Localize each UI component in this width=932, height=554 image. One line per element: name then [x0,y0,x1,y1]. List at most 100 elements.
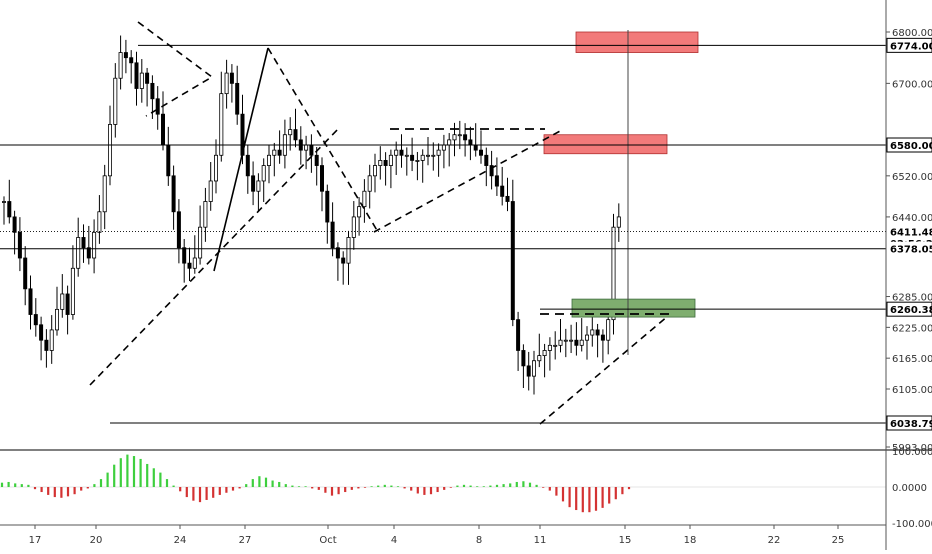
candle-body [176,211,181,249]
candle-body [145,72,150,84]
candle-body [547,344,552,351]
supply-zone[interactable] [575,31,699,53]
triangle-drawing-1[interactable] [137,21,214,117]
candle-body [150,82,155,100]
candle-body [319,165,324,192]
osc-tick-label: -100.0000 [892,519,932,530]
price-tick-label: 6225.00 [892,323,932,334]
candle-body [12,216,17,233]
candle-body [198,226,203,259]
candle-body [447,139,452,146]
candle-body [49,329,54,351]
candle-body [478,149,483,156]
price-label-box [886,37,932,53]
candle-body [616,216,621,228]
trendline-5[interactable] [539,315,669,425]
candle-body [357,206,362,218]
time-tick-label: 22 [768,535,781,546]
time-tick-label: 18 [684,535,697,546]
candle-body [516,319,521,351]
candle-body [394,149,399,156]
candle-body [70,267,75,315]
candle-body [372,165,377,177]
candle-body [92,231,97,259]
candle-body [484,154,489,166]
candle-body [208,180,213,202]
candle-body [452,134,457,141]
candle-body [404,154,409,157]
price-label: 6411.48 [887,224,932,239]
time-axis[interactable]: 17 20 24 27 Oct 4 8 11 15 18 22 25 [0,524,886,546]
candle-body [113,77,118,125]
time-tick-label: 24 [174,535,187,546]
time-tick-label: 25 [832,535,845,546]
candle-body [277,149,282,156]
trendline-3[interactable] [213,47,269,272]
candle-body [235,82,240,115]
candle-body [335,247,340,259]
candle-body [521,350,526,367]
price-label-box [886,301,932,317]
candle-body [526,365,531,377]
candle-body [55,308,60,331]
candle-body [266,154,271,166]
candle-body [606,319,611,341]
time-tick-label: 17 [29,535,42,546]
candle-body [532,360,537,377]
candle-body [569,339,574,342]
price-tick-label: 6165.00 [892,354,932,365]
candle-body [388,154,393,166]
candle-body [441,144,446,151]
candle-body [86,247,91,259]
price-label-box [887,241,932,256]
candle-body [23,257,28,290]
supply-zone[interactable] [543,134,668,155]
candle-body [399,149,404,156]
candle-body [351,216,356,238]
candle-body [579,339,584,346]
candle-body [383,160,388,166]
candle-body [367,175,372,192]
candle-body [542,350,547,357]
time-tick-label: 8 [476,535,482,546]
price-label: 6378.05 [887,241,932,256]
zones-layer [543,31,699,318]
candle-body [463,134,468,141]
price-tick-label: 5993.00 [892,443,932,454]
candle-body [251,175,256,192]
candle-body [229,72,234,84]
candle-body [17,231,22,259]
candle-body [574,339,579,346]
candle-body [500,185,505,197]
price-label-text: 6580.00 [890,141,932,152]
price-label-box [886,415,932,431]
candle-body [166,144,171,177]
price-tick-label: 6440.00 [892,213,932,224]
price-label: 6038.79 [886,415,932,431]
candle-body [410,154,415,161]
candle-body [468,139,473,146]
candle-body [293,129,298,141]
candle-body [65,293,70,315]
candle-body [309,144,314,156]
candle-body [304,144,309,151]
osc-tick-label: 100.0000 [892,447,932,458]
candle-body [425,154,430,157]
candle-body [330,221,335,249]
price-label-box [887,224,932,239]
candle-body [187,262,192,269]
demand-zone[interactable] [571,298,696,318]
price-label-box [886,137,932,153]
time-tick-label: 11 [534,535,547,546]
candle-body [76,237,81,269]
candle-body [489,165,494,177]
candle-body [203,201,208,228]
price-label: 6580.00 [886,137,932,153]
price-axis[interactable]: 6800.00 6700.00 6520.00 6440.00 6285.00 6225.… [885,0,932,550]
candle-body [346,237,351,264]
candle-body [97,211,102,233]
candle-body [213,154,218,182]
time-tick-label: 27 [239,535,252,546]
